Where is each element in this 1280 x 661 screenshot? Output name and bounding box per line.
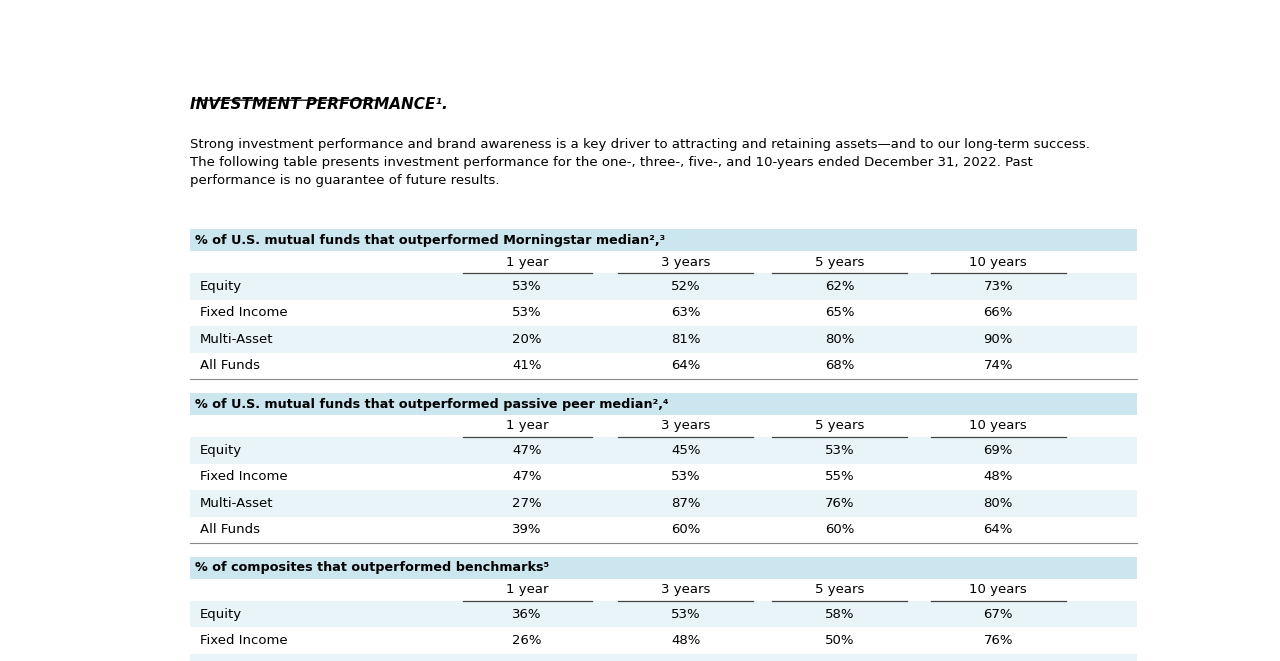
Text: 41%: 41% — [512, 360, 541, 372]
Text: Equity: Equity — [200, 280, 242, 293]
Text: 53%: 53% — [671, 607, 700, 621]
Text: All Funds: All Funds — [200, 360, 260, 372]
Text: Equity: Equity — [200, 444, 242, 457]
Text: 74%: 74% — [983, 360, 1012, 372]
Text: 76%: 76% — [824, 497, 854, 510]
Text: 73%: 73% — [983, 280, 1012, 293]
Text: INVESTMENT PERFORMANCE¹.: INVESTMENT PERFORMANCE¹. — [189, 97, 448, 112]
Text: 1 year: 1 year — [506, 583, 548, 596]
Text: Fixed Income: Fixed Income — [200, 634, 287, 647]
Text: 63%: 63% — [671, 307, 700, 319]
Text: 10 years: 10 years — [969, 583, 1027, 596]
FancyBboxPatch shape — [189, 414, 1137, 437]
Text: 47%: 47% — [512, 471, 541, 483]
Text: 50%: 50% — [824, 634, 854, 647]
Text: Equity: Equity — [200, 607, 242, 621]
FancyBboxPatch shape — [189, 299, 1137, 326]
Text: All Funds: All Funds — [200, 524, 260, 536]
FancyBboxPatch shape — [189, 490, 1137, 516]
FancyBboxPatch shape — [189, 326, 1137, 352]
Text: % of U.S. mutual funds that outperformed passive peer median²,⁴: % of U.S. mutual funds that outperformed… — [195, 397, 668, 410]
Text: Fixed Income: Fixed Income — [200, 471, 287, 483]
Text: 26%: 26% — [512, 634, 541, 647]
Text: Fixed Income: Fixed Income — [200, 307, 287, 319]
Text: 66%: 66% — [983, 307, 1012, 319]
FancyBboxPatch shape — [189, 601, 1137, 627]
Text: 3 years: 3 years — [660, 256, 710, 268]
Text: 80%: 80% — [983, 497, 1012, 510]
FancyBboxPatch shape — [189, 251, 1137, 273]
Text: 5 years: 5 years — [815, 256, 864, 268]
Text: 53%: 53% — [671, 471, 700, 483]
Text: 53%: 53% — [512, 280, 541, 293]
Text: 10 years: 10 years — [969, 420, 1027, 432]
Text: 76%: 76% — [983, 634, 1012, 647]
FancyBboxPatch shape — [189, 273, 1137, 299]
Text: % of U.S. mutual funds that outperformed Morningstar median²,³: % of U.S. mutual funds that outperformed… — [195, 233, 664, 247]
Text: 58%: 58% — [824, 607, 854, 621]
Text: 80%: 80% — [824, 333, 854, 346]
Text: 81%: 81% — [671, 333, 700, 346]
FancyBboxPatch shape — [189, 516, 1137, 543]
Text: 1 year: 1 year — [506, 256, 548, 268]
Text: 36%: 36% — [512, 607, 541, 621]
Text: 5 years: 5 years — [815, 583, 864, 596]
Text: 90%: 90% — [983, 333, 1012, 346]
Text: 64%: 64% — [983, 524, 1012, 536]
Text: 27%: 27% — [512, 497, 541, 510]
Text: 55%: 55% — [824, 471, 854, 483]
FancyBboxPatch shape — [189, 463, 1137, 490]
Text: 68%: 68% — [824, 360, 854, 372]
Text: 64%: 64% — [671, 360, 700, 372]
Text: 5 years: 5 years — [815, 420, 864, 432]
Text: 67%: 67% — [983, 607, 1012, 621]
Text: 48%: 48% — [671, 634, 700, 647]
Text: 60%: 60% — [824, 524, 854, 536]
Text: 52%: 52% — [671, 280, 700, 293]
Text: 65%: 65% — [824, 307, 854, 319]
Text: 39%: 39% — [512, 524, 541, 536]
Text: % of composites that outperformed benchmarks⁵: % of composites that outperformed benchm… — [195, 561, 549, 574]
Text: 45%: 45% — [671, 444, 700, 457]
Text: 87%: 87% — [671, 497, 700, 510]
FancyBboxPatch shape — [189, 229, 1137, 251]
Text: 10 years: 10 years — [969, 256, 1027, 268]
Text: Multi-Asset: Multi-Asset — [200, 333, 273, 346]
FancyBboxPatch shape — [189, 654, 1137, 661]
Text: 53%: 53% — [512, 307, 541, 319]
Text: 69%: 69% — [983, 444, 1012, 457]
Text: 20%: 20% — [512, 333, 541, 346]
Text: 62%: 62% — [824, 280, 854, 293]
FancyBboxPatch shape — [189, 557, 1137, 578]
Text: Multi-Asset: Multi-Asset — [200, 497, 273, 510]
FancyBboxPatch shape — [189, 393, 1137, 414]
Text: 60%: 60% — [671, 524, 700, 536]
FancyBboxPatch shape — [189, 627, 1137, 654]
Text: Strong investment performance and brand awareness is a key driver to attracting : Strong investment performance and brand … — [189, 138, 1089, 187]
Text: 48%: 48% — [983, 471, 1012, 483]
FancyBboxPatch shape — [189, 578, 1137, 601]
FancyBboxPatch shape — [189, 352, 1137, 379]
Text: 3 years: 3 years — [660, 420, 710, 432]
FancyBboxPatch shape — [189, 437, 1137, 463]
Text: 3 years: 3 years — [660, 583, 710, 596]
Text: 1 year: 1 year — [506, 420, 548, 432]
Text: 53%: 53% — [824, 444, 854, 457]
Text: 47%: 47% — [512, 444, 541, 457]
